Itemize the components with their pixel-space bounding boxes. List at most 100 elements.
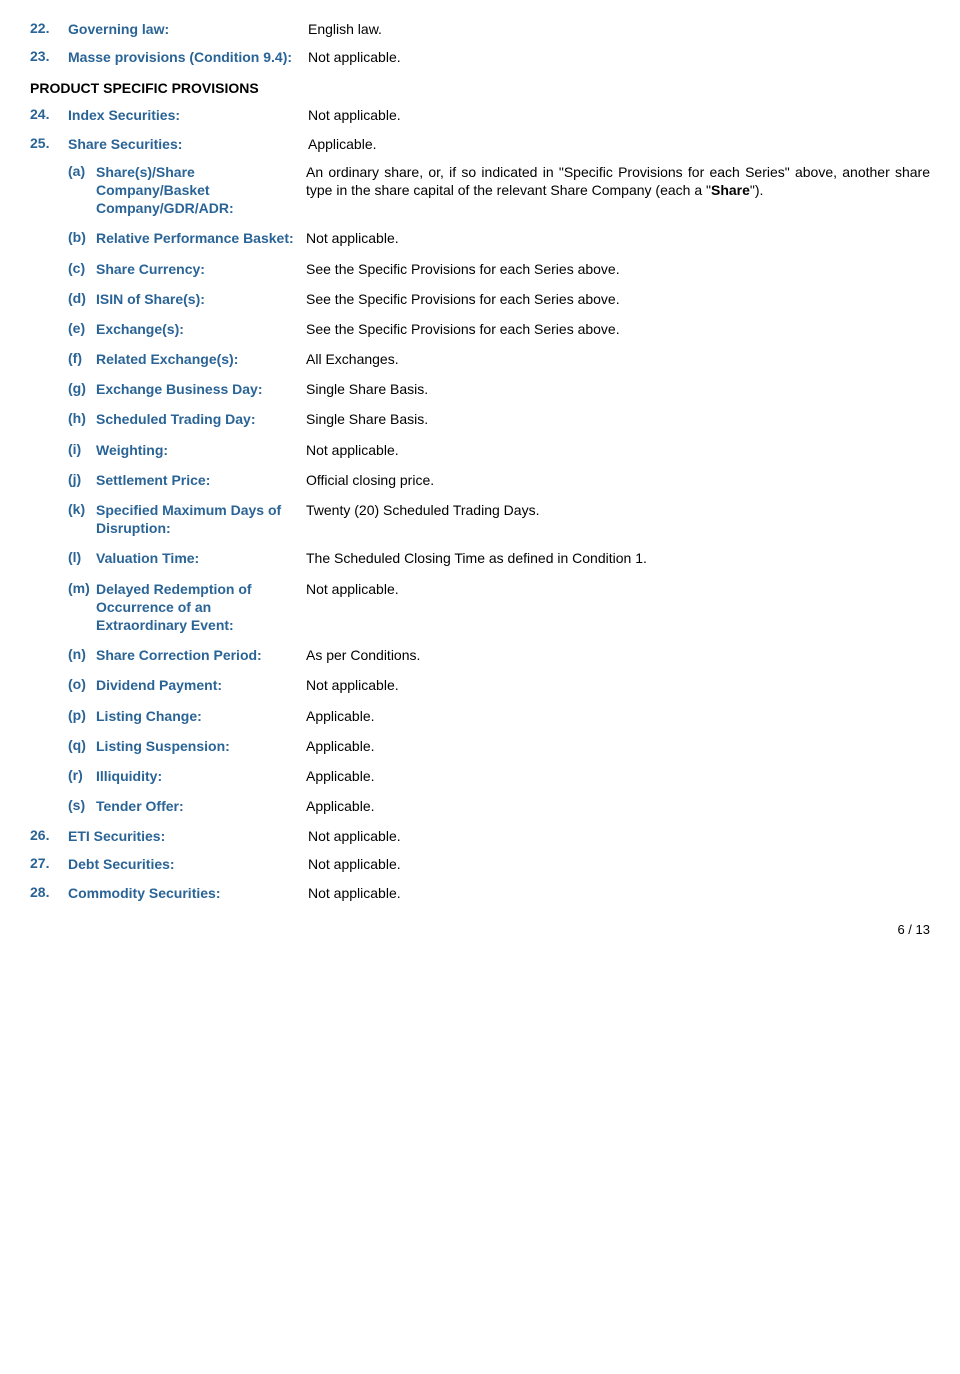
sub-item-label: Illiquidity: xyxy=(96,767,306,785)
sub-item: (m)Delayed Redemption of Occurrence of a… xyxy=(68,580,930,635)
sub-item-letter: (i) xyxy=(68,441,96,459)
item-number: 26. xyxy=(30,827,68,845)
sub-item-letter: (j) xyxy=(68,471,96,489)
sub-item-value: Not applicable. xyxy=(306,580,930,635)
sub-item-value: As per Conditions. xyxy=(306,646,930,664)
sub-item-letter: (q) xyxy=(68,737,96,755)
sub-item: (c)Share Currency:See the Specific Provi… xyxy=(68,260,930,278)
sub-item-letter: (h) xyxy=(68,410,96,428)
item-value: Not applicable. xyxy=(308,884,930,902)
sub-item: (f)Related Exchange(s):All Exchanges. xyxy=(68,350,930,368)
item-23: 23. Masse provisions (Condition 9.4): No… xyxy=(30,48,930,66)
sub-item: (k)Specified Maximum Days of Disruption:… xyxy=(68,501,930,537)
item-number: 23. xyxy=(30,48,68,66)
sub-item: (i)Weighting:Not applicable. xyxy=(68,441,930,459)
sub-item-label: Delayed Redemption of Occurrence of an E… xyxy=(96,580,306,635)
sub-item-letter: (k) xyxy=(68,501,96,537)
item-label: Index Securities: xyxy=(68,106,308,124)
sub-item: (q)Listing Suspension:Applicable. xyxy=(68,737,930,755)
sub-item-letter: (s) xyxy=(68,797,96,815)
sub-item: (b)Relative Performance Basket:Not appli… xyxy=(68,229,930,247)
sub-item-letter: (p) xyxy=(68,707,96,725)
sub-item: (g)Exchange Business Day:Single Share Ba… xyxy=(68,380,930,398)
sub-item: (p)Listing Change:Applicable. xyxy=(68,707,930,725)
item-label: Governing law: xyxy=(68,20,308,38)
sub-item: (s)Tender Offer:Applicable. xyxy=(68,797,930,815)
sub-item-label: Relative Performance Basket: xyxy=(96,229,306,247)
item-value: Applicable. xyxy=(308,135,930,153)
sub-item-letter: (g) xyxy=(68,380,96,398)
sub-item: (j)Settlement Price:Official closing pri… xyxy=(68,471,930,489)
sub-item-value: Official closing price. xyxy=(306,471,930,489)
sub-item-label: Listing Change: xyxy=(96,707,306,725)
item-value: English law. xyxy=(308,20,930,38)
sub-item-label: Listing Suspension: xyxy=(96,737,306,755)
sub-item-label: Exchange(s): xyxy=(96,320,306,338)
sub-item-label: Related Exchange(s): xyxy=(96,350,306,368)
sub-item-label: ISIN of Share(s): xyxy=(96,290,306,308)
sub-item-letter: (r) xyxy=(68,767,96,785)
item-value: Not applicable. xyxy=(308,855,930,873)
sub-item-value: See the Specific Provisions for each Ser… xyxy=(306,260,930,278)
sub-item-label: Share Currency: xyxy=(96,260,306,278)
sub-item-label: Tender Offer: xyxy=(96,797,306,815)
section-header: PRODUCT SPECIFIC PROVISIONS xyxy=(30,80,930,96)
item-28: 28. Commodity Securities: Not applicable… xyxy=(30,884,930,902)
sub-item-value: All Exchanges. xyxy=(306,350,930,368)
sub-item: (h)Scheduled Trading Day:Single Share Ba… xyxy=(68,410,930,428)
sub-item-letter: (d) xyxy=(68,290,96,308)
sub-item-value: Applicable. xyxy=(306,737,930,755)
sub-item-label: Valuation Time: xyxy=(96,549,306,567)
sub-item-value: Not applicable. xyxy=(306,676,930,694)
page-number: 6 / 13 xyxy=(30,922,930,937)
item-value: Not applicable. xyxy=(308,827,930,845)
sub-item: (r)Illiquidity:Applicable. xyxy=(68,767,930,785)
sub-item-letter: (c) xyxy=(68,260,96,278)
sub-item-letter: (a) xyxy=(68,163,96,218)
item-27: 27. Debt Securities: Not applicable. xyxy=(30,855,930,873)
sub-item-label: Specified Maximum Days of Disruption: xyxy=(96,501,306,537)
item-number: 27. xyxy=(30,855,68,873)
sub-item: (l)Valuation Time:The Scheduled Closing … xyxy=(68,549,930,567)
sub-item-value: Not applicable. xyxy=(306,229,930,247)
sub-item-value: An ordinary share, or, if so indicated i… xyxy=(306,163,930,218)
sub-item-label: Scheduled Trading Day: xyxy=(96,410,306,428)
sub-item: (e)Exchange(s):See the Specific Provisio… xyxy=(68,320,930,338)
sub-item-value: Not applicable. xyxy=(306,441,930,459)
item-number: 22. xyxy=(30,20,68,38)
sub-item-letter: (l) xyxy=(68,549,96,567)
item-label: Commodity Securities: xyxy=(68,884,308,902)
sub-item-value: The Scheduled Closing Time as defined in… xyxy=(306,549,930,567)
sub-item: (o)Dividend Payment:Not applicable. xyxy=(68,676,930,694)
item-22: 22. Governing law: English law. xyxy=(30,20,930,38)
sub-item: (d)ISIN of Share(s):See the Specific Pro… xyxy=(68,290,930,308)
sub-item-label: Share(s)/Share Company/Basket Company/GD… xyxy=(96,163,306,218)
sub-item-label: Weighting: xyxy=(96,441,306,459)
item-label: Share Securities: xyxy=(68,135,308,153)
sub-item-label: Share Correction Period: xyxy=(96,646,306,664)
sub-item: (a)Share(s)/Share Company/Basket Company… xyxy=(68,163,930,218)
item-label: ETI Securities: xyxy=(68,827,308,845)
sub-item-label: Dividend Payment: xyxy=(96,676,306,694)
item-value: Not applicable. xyxy=(308,106,930,124)
sub-item-value: Single Share Basis. xyxy=(306,380,930,398)
item-25: 25. Share Securities: Applicable. xyxy=(30,135,930,153)
item-label: Masse provisions (Condition 9.4): xyxy=(68,48,308,66)
sub-item-value: Twenty (20) Scheduled Trading Days. xyxy=(306,501,930,537)
item-number: 24. xyxy=(30,106,68,124)
sub-item-value: See the Specific Provisions for each Ser… xyxy=(306,290,930,308)
sub-item-label: Settlement Price: xyxy=(96,471,306,489)
sub-item-letter: (f) xyxy=(68,350,96,368)
sub-item-letter: (e) xyxy=(68,320,96,338)
item-number: 25. xyxy=(30,135,68,153)
sub-item-value: Applicable. xyxy=(306,797,930,815)
sub-item-value: See the Specific Provisions for each Ser… xyxy=(306,320,930,338)
item-value: Not applicable. xyxy=(308,48,930,66)
sub-item-label: Exchange Business Day: xyxy=(96,380,306,398)
sub-item-value: Applicable. xyxy=(306,707,930,725)
sub-item-value: Applicable. xyxy=(306,767,930,785)
item-24: 24. Index Securities: Not applicable. xyxy=(30,106,930,124)
item-number: 28. xyxy=(30,884,68,902)
sub-item: (n)Share Correction Period:As per Condit… xyxy=(68,646,930,664)
item-26: 26. ETI Securities: Not applicable. xyxy=(30,827,930,845)
